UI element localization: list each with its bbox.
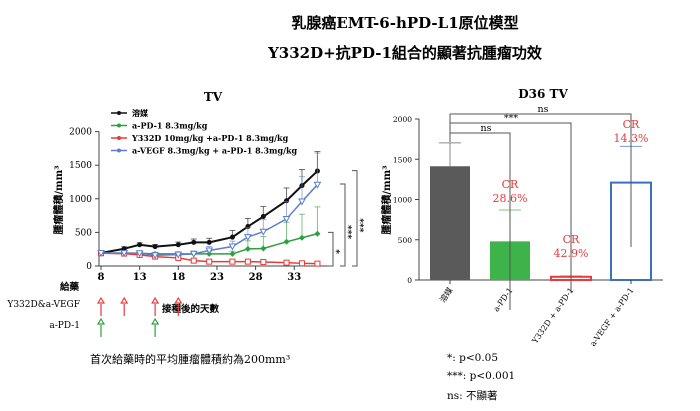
data-point [244, 234, 252, 242]
data-point [313, 181, 322, 189]
legend-label: a-VEGF 8.3mg/kg + a-PD-1 8.3mg/kg [132, 146, 298, 156]
comparison-label: *** [504, 113, 519, 124]
data-point [175, 242, 181, 248]
data-point [228, 243, 237, 251]
data-point [135, 250, 144, 258]
data-point [282, 215, 291, 224]
x-tick-label: 33 [287, 272, 301, 283]
legend-label: Y332D 10mg/kg +a-PD-1 8.3mg/kg [131, 133, 289, 143]
y-tick-label: 500 [75, 228, 92, 238]
data-point [260, 245, 267, 252]
data-point [174, 251, 183, 259]
data-point [260, 214, 266, 220]
significance-bracket [352, 170, 358, 267]
data-point [283, 259, 290, 266]
dosing-row-label: Y332D&a-VEGF [6, 300, 80, 310]
data-point [298, 260, 305, 267]
y-tick-label: 2000 [69, 128, 92, 138]
comparison-label: ns [481, 123, 492, 134]
y-axis-label: 腫瘤體積/mm³ [52, 165, 65, 234]
data-point [152, 244, 158, 250]
data-point [283, 238, 290, 245]
y-tick-label: 1000 [69, 195, 92, 205]
sig-legend-3: ns: 不顯著 [447, 390, 498, 402]
data-point [206, 239, 212, 245]
bar-y-tick-label: 0 [407, 276, 412, 285]
data-point [314, 260, 321, 267]
data-point [260, 258, 267, 265]
x-tick-label: 13 [133, 272, 147, 283]
dosing-arrow-icon [96, 296, 106, 316]
sig-legend-2: ***: p<0.001 [447, 370, 516, 382]
data-point [244, 245, 251, 252]
significance-label: *** [354, 218, 364, 232]
bar-y-tick-label: 2000 [393, 115, 412, 124]
legend-label: 溶媒 [132, 108, 149, 118]
x-axis-label: 接種後的天數 [162, 303, 220, 315]
data-point [191, 239, 197, 245]
data-point [229, 250, 236, 257]
dosing-row-label: a-PD-1 [49, 321, 80, 331]
bar-category-label: a-PD-1 [492, 286, 515, 313]
data-point [189, 250, 198, 258]
y-tick-label: 1500 [69, 161, 92, 171]
data-point [206, 258, 213, 265]
series-3: a-VEGF 8.3mg/kg + a-PD-1 8.3mg/kg [97, 146, 322, 260]
bar-chart-title: D36 TV [518, 87, 568, 101]
x-tick-label: 18 [171, 272, 185, 283]
dosing-arrow-icon [151, 317, 160, 337]
bar-category-label: 溶媒 [437, 285, 454, 304]
data-point [284, 198, 290, 204]
comparison-bracket [450, 132, 511, 310]
data-point [259, 228, 268, 236]
bar-category-label: Y332D + a-PD-1 [530, 286, 576, 346]
data-point [298, 234, 305, 241]
x-tick-label: 23 [210, 272, 224, 283]
dosing-arrow-icon [96, 317, 106, 337]
legend-marker [117, 123, 121, 128]
x-tick-label: 8 [98, 272, 105, 283]
legend-marker [117, 148, 121, 153]
figure-title: 乳腺癌EMT-6-hPD-L1原位模型 [291, 14, 519, 32]
data-point [137, 242, 143, 248]
legend-marker [117, 111, 121, 115]
legend-marker [117, 136, 121, 140]
sig-legend-1: *: p<0.05 [447, 352, 499, 364]
dosing-arrow-icon [151, 296, 160, 316]
bar-y-axis-label: 腫瘤體積/mm³ [380, 165, 393, 234]
comparison-label: ns [538, 104, 549, 115]
data-point [244, 258, 251, 265]
significance-label: * [330, 249, 340, 254]
bar-y-tick-label: 1000 [393, 196, 412, 205]
figure-subtitle: Y332D+抗PD-1組合的顯著抗腫瘤功效 [268, 44, 542, 62]
data-point [151, 252, 159, 260]
data-point [205, 247, 214, 255]
dosing-arrow-icon [120, 296, 129, 316]
data-point [190, 257, 197, 264]
dosing-arrow-icon [174, 296, 183, 316]
bar-category-label: a-VEGF + a-PD-1 [588, 286, 635, 348]
bar-y-tick-label: 500 [398, 236, 413, 245]
line-chart-title: TV [204, 90, 223, 104]
bar [430, 166, 470, 280]
significance-bracket [328, 231, 334, 267]
significance-label: *** [342, 225, 352, 239]
data-point [229, 258, 236, 265]
data-point [97, 249, 105, 258]
x-tick-label: 28 [249, 272, 263, 283]
legend-label: a-PD-1 8.3mg/kg [132, 121, 208, 131]
bar-y-tick-label: 1500 [393, 155, 412, 164]
comparison-bracket [450, 113, 632, 247]
data-point [120, 249, 129, 258]
data-point [298, 198, 306, 206]
data-point [229, 234, 235, 240]
significance-bracket [340, 183, 346, 267]
footnote: 首次給藥時的平均腫瘤體積約為200mm³ [90, 353, 291, 366]
data-point [314, 230, 321, 237]
dosing-label: 給藥 [60, 281, 80, 293]
comparison-bracket [450, 122, 572, 293]
y-tick-label: 0 [86, 262, 92, 272]
